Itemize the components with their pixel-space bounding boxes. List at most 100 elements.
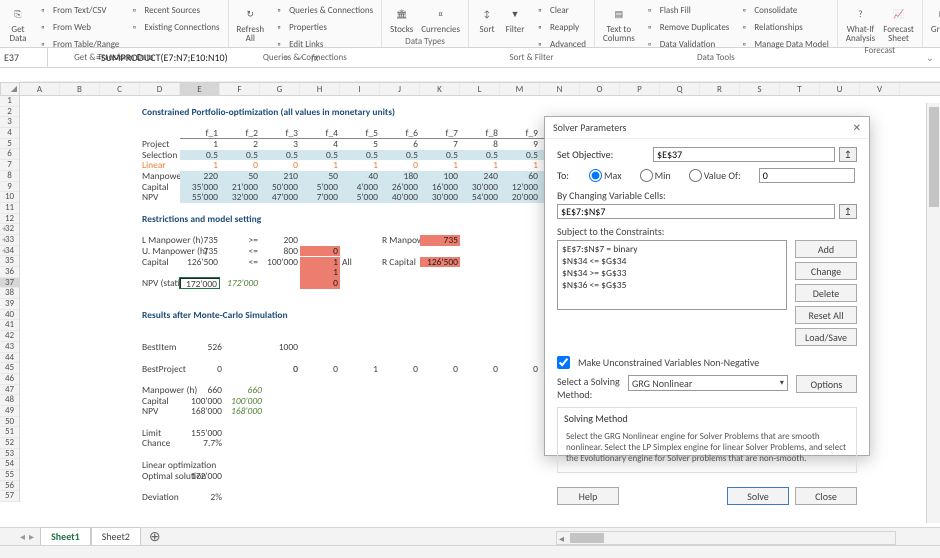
cell[interactable]: 240 (460, 171, 500, 182)
col-header[interactable]: D (140, 83, 180, 95)
cell[interactable]: 168'000 (220, 406, 264, 417)
group-button[interactable]: ⊞Group (929, 2, 940, 36)
cell[interactable]: 100'000 (260, 257, 300, 268)
col-header[interactable]: P (620, 83, 660, 95)
col-header[interactable]: G (260, 83, 300, 95)
radio-min[interactable]: Min (640, 169, 671, 182)
col-header[interactable]: S (740, 83, 780, 95)
ribbon-item[interactable]: ▫Manage Data Model (735, 36, 830, 52)
filter-button[interactable]: ▼Filter (503, 2, 527, 36)
cell[interactable]: 1 (340, 364, 380, 375)
valueof-input[interactable] (759, 168, 855, 183)
ribbon-item[interactable]: ▫Relationships (735, 19, 830, 35)
col-header[interactable]: K (420, 83, 460, 95)
name-box[interactable]: E37 (0, 48, 48, 67)
formula-expand-icon[interactable]: ⌄ (920, 51, 940, 64)
row-header[interactable]: 8 (0, 171, 19, 182)
cell[interactable]: 180 (380, 171, 420, 182)
cell[interactable]: Results after Monte-Carlo Simulation (140, 310, 380, 321)
constraint-item[interactable]: $E$7:$N$7 = binary (562, 243, 782, 255)
ribbon-item[interactable]: ▫Edit Links (270, 36, 375, 52)
ribbon-item[interactable]: ▫Advanced (531, 36, 588, 52)
cell[interactable]: 9 (500, 139, 540, 150)
cell[interactable]: 0 (180, 364, 224, 375)
ribbon-item[interactable]: ▫Queries & Connections (270, 2, 375, 18)
ribbon-item[interactable]: ▫Flash Fill (641, 2, 732, 18)
ribbon-item[interactable]: ▫Properties (270, 19, 375, 35)
cell[interactable]: Constrained Portfolio-optimization (all … (140, 107, 500, 118)
cell[interactable]: 0 (300, 246, 340, 257)
cell[interactable]: 2% (180, 492, 224, 503)
load-save-button[interactable]: Load/Save (795, 328, 857, 346)
cell[interactable]: 0 (420, 364, 460, 375)
method-select[interactable]: GRG Nonlinear▾ (628, 375, 788, 391)
cell[interactable]: 126'500 (180, 257, 220, 268)
cell[interactable]: 20'000 (500, 192, 540, 203)
ribbon-item[interactable]: ▫Clear (531, 2, 588, 18)
vertical-scrollbar[interactable] (926, 103, 940, 523)
col-header[interactable]: Q (660, 83, 700, 95)
col-header[interactable]: N (540, 83, 580, 95)
cell[interactable]: 0 (300, 278, 340, 289)
constraint-item[interactable]: $N$34 >= $G$33 (562, 267, 782, 279)
change-button[interactable]: Change (795, 262, 857, 280)
ribbon-item[interactable]: ▫From Text/CSV (34, 2, 121, 18)
cell[interactable]: 55'000 (180, 192, 220, 203)
cell[interactable]: 5'000 (340, 192, 380, 203)
col-header[interactable]: A (20, 83, 60, 95)
col-header[interactable]: O (580, 83, 620, 95)
ribbon-item[interactable]: ▫Reapply (531, 19, 588, 35)
constraint-item[interactable]: $N$36 <= $G$35 (562, 279, 782, 291)
sheet-tab[interactable]: Sheet2 (91, 527, 141, 547)
cell[interactable]: 40'000 (380, 192, 420, 203)
col-header[interactable]: I (340, 83, 380, 95)
radio-max[interactable]: Max (589, 169, 622, 182)
cell[interactable]: 0 (460, 364, 500, 375)
cell[interactable]: 50 (300, 171, 340, 182)
cell[interactable]: 210 (260, 171, 300, 182)
cell[interactable]: 100 (420, 171, 460, 182)
col-header[interactable]: U (820, 83, 860, 95)
cell[interactable]: All (340, 257, 380, 268)
delete-button[interactable]: Delete (795, 284, 857, 302)
cell[interactable]: Linear optimization (140, 460, 230, 471)
cell[interactable]: 660 (220, 385, 264, 396)
cell[interactable]: 7 (420, 139, 460, 150)
select-all-triangle[interactable]: ◢ (0, 82, 20, 96)
cell[interactable]: 126'500 (420, 257, 460, 268)
column-headers[interactable]: ABCDEFGHIJKLMNOPQRSTUV (20, 82, 940, 96)
col-header[interactable]: J (380, 83, 420, 95)
col-header[interactable]: F (220, 83, 260, 95)
outline-controls[interactable]: +++ (2, 224, 6, 257)
ribbon-item[interactable]: ▫Existing Connections (125, 19, 221, 35)
col-header[interactable]: L (460, 83, 500, 95)
cell[interactable]: 1000 (260, 342, 300, 353)
what-if-button[interactable]: ?What-If Analysis (844, 2, 877, 45)
solve-button[interactable]: Solve (727, 487, 789, 505)
cell[interactable]: Restrictions and model setting (140, 214, 380, 225)
cell[interactable]: 6 (380, 139, 420, 150)
constraints-list[interactable]: $E$7:$N$7 = binary$N$34 <= $G$34$N$34 >=… (557, 240, 787, 310)
cell[interactable]: 30'000 (420, 192, 460, 203)
options-button[interactable]: Options (796, 375, 857, 393)
currency-button[interactable]: ¤Currencies (419, 2, 462, 36)
refresh-all-button[interactable]: ↻Refresh All (235, 2, 267, 45)
col-header[interactable]: T (780, 83, 820, 95)
col-header[interactable]: B (60, 83, 100, 95)
cell[interactable]: 172'000 (220, 278, 260, 289)
sort-button[interactable]: ↕Sort (475, 2, 499, 36)
changing-input[interactable] (557, 204, 835, 219)
cell[interactable]: 172'000 (180, 471, 224, 482)
cell[interactable]: 47'000 (260, 192, 300, 203)
col-header[interactable]: M (500, 83, 540, 95)
row-header[interactable]: 46 (0, 374, 19, 385)
cell[interactable]: 735 (180, 246, 220, 257)
col-header[interactable]: V (860, 83, 900, 95)
range-picker-icon-2[interactable]: ↥ (839, 204, 857, 219)
forecast-sheet-button[interactable]: 📈Forecast Sheet (881, 2, 916, 45)
cell[interactable]: 40 (340, 171, 380, 182)
cell[interactable]: 220 (180, 171, 220, 182)
horizontal-scrollbar[interactable]: ◂ (556, 531, 896, 545)
ribbon-item[interactable]: ▫From Web (34, 19, 121, 35)
cell[interactable]: 8 (460, 139, 500, 150)
